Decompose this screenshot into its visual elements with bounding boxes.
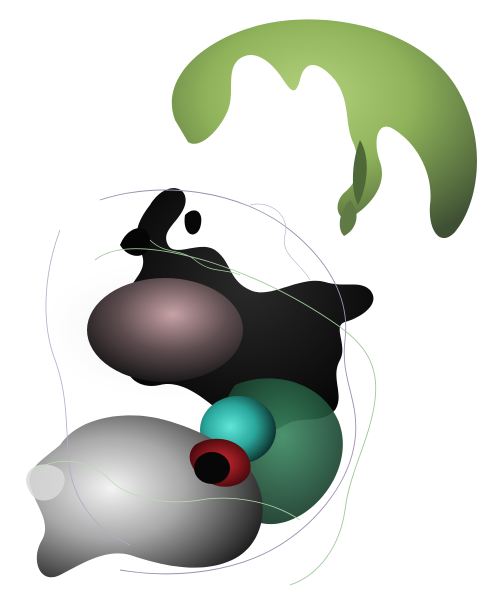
green-contour-line xyxy=(34,460,301,521)
ink-spike xyxy=(120,228,151,256)
ink-spike xyxy=(184,210,202,235)
black-pupil xyxy=(194,452,230,484)
violet-contour-line xyxy=(45,229,131,546)
leaf-drip xyxy=(352,140,367,205)
leaf-drip xyxy=(339,200,357,236)
violet-contour-line xyxy=(249,203,311,281)
green-contour-line xyxy=(149,239,241,276)
violet-contour-line xyxy=(99,189,357,575)
pink-smoke-orb xyxy=(87,278,243,382)
green-leaf-arc xyxy=(171,19,477,239)
green-contour-line xyxy=(94,248,377,586)
gray-smoke-lobe xyxy=(26,464,65,501)
